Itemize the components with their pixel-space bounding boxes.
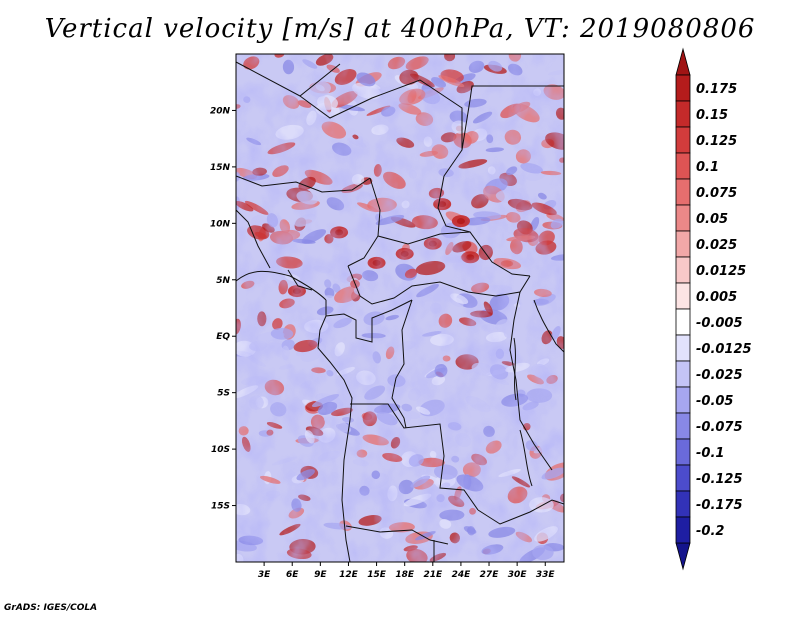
field-texture: [236, 54, 564, 562]
colorbar-swatch: [675, 256, 691, 284]
lon-tick-label: 21E: [423, 570, 443, 580]
colorbar-label: 0.125: [696, 134, 737, 149]
border-angola-namibia: [345, 525, 449, 545]
colorbar-top-arrow: [675, 47, 691, 76]
lon-tick-label: 24E: [452, 570, 472, 580]
colorbar-label: 0.025: [696, 238, 737, 253]
coastline-west-africa: [236, 270, 327, 301]
lat-tick-label: 5N: [216, 276, 230, 286]
colorbar-label: 0.175: [696, 82, 737, 97]
lake-malawi: [519, 429, 533, 487]
colorbar-swatch: [675, 100, 691, 128]
border-benin-nigeria: [287, 269, 313, 291]
colorbar-label: -0.025: [696, 368, 743, 383]
map-panel: [236, 54, 564, 562]
colorbar-swatch: [675, 438, 691, 466]
coastline-angola-namibia: [341, 419, 351, 562]
colorbar-label: 0.1: [696, 160, 719, 175]
lake-tanganyika: [513, 337, 517, 401]
lon-tick-label: 33E: [536, 570, 556, 580]
lon-tick-label: 27E: [480, 570, 500, 580]
colorbar-label: 0.05: [696, 212, 728, 227]
colorbar-label: 0.005: [696, 290, 737, 305]
colorbar: 0.175 0.15 0.125 0.1 0.075 0.05 0.025 0.0125 0.0…: [675, 47, 752, 571]
lat-tick-label: EQ: [216, 332, 230, 342]
lat-tick-label: 15N: [210, 163, 231, 173]
colorbar-swatch: [675, 412, 691, 440]
colorbar-swatch: [675, 360, 691, 388]
border-zambia: [477, 499, 564, 525]
colorbar-label: 0.075: [696, 186, 737, 201]
colorbar-label: -0.05: [696, 394, 733, 409]
border-libya-sudan: [461, 85, 564, 151]
border-sahel: [236, 175, 371, 193]
colorbar-swatch: [675, 152, 691, 180]
colorbar-swatch: [675, 334, 691, 362]
lon-tick-label: 12E: [339, 570, 359, 580]
colorbar-label: -0.075: [696, 420, 743, 435]
colorbar-label: -0.005: [696, 316, 743, 331]
border-car-congo: [347, 265, 531, 305]
colorbar-swatch: [675, 464, 691, 492]
colorbar-label: 0.15: [696, 108, 728, 123]
colorbar-label: -0.1: [696, 446, 724, 461]
colorbar-swatch: [675, 126, 691, 154]
colorbar-label: -0.175: [696, 498, 743, 513]
colorbar-swatch: [675, 230, 691, 258]
lat-tick-label: 20N: [210, 106, 231, 116]
colorbar-swatch: [675, 386, 691, 414]
lat-tick-label: 10S: [211, 445, 230, 455]
colorbar-label: -0.125: [696, 472, 743, 487]
lon-tick-label: 9E: [314, 570, 327, 580]
border-gabon-congo: [325, 299, 413, 343]
lon-tick-label: 15E: [367, 570, 387, 580]
lon-tick-label: 18E: [395, 570, 415, 580]
border-congo-drc: [391, 299, 413, 429]
border-angola-drc: [350, 403, 479, 511]
latitude-axis: 20N 15N 10N 5N EQ 5S 10S 15S: [210, 106, 236, 512]
border-drc-east: [509, 291, 553, 471]
lat-tick-label: 5S: [217, 389, 230, 399]
colorbar-swatch: [675, 204, 691, 232]
map-title: Vertical velocity [m/s] at 400hPa, VT: 2…: [44, 14, 756, 44]
border-ghana-togo: [236, 209, 271, 269]
lon-tick-label: 6E: [286, 570, 299, 580]
lon-tick-label: 30E: [508, 570, 528, 580]
map-frame: [235, 53, 565, 563]
colorbar-swatch: [675, 516, 691, 544]
lon-tick-label: 3E: [258, 570, 271, 580]
lat-tick-label: 10N: [210, 219, 231, 229]
coastline-lake-victoria: [533, 299, 564, 353]
colorbar-bottom-arrow: [675, 542, 691, 571]
colorbar-label: -0.2: [696, 524, 724, 539]
colorbar-swatch: [675, 308, 691, 336]
grads-credit: GrADS: IGES/COLA: [4, 603, 98, 613]
colorbar-swatch: [675, 490, 691, 518]
lat-tick-label: 15S: [211, 502, 230, 512]
colorbar-label: -0.0125: [696, 342, 752, 357]
country-borders: [236, 61, 564, 562]
colorbar-swatch: [675, 74, 691, 102]
colorbar-swatch: [675, 282, 691, 310]
border-chad-car: [377, 231, 471, 245]
colorbar-swatch: [675, 178, 691, 206]
longitude-axis: 3E 6E 9E 12E 15E 18E 21E 24E 27E 30E 33E: [258, 562, 556, 580]
colorbar-label: 0.0125: [696, 264, 746, 279]
coastline-gabon-angola: [317, 300, 353, 421]
